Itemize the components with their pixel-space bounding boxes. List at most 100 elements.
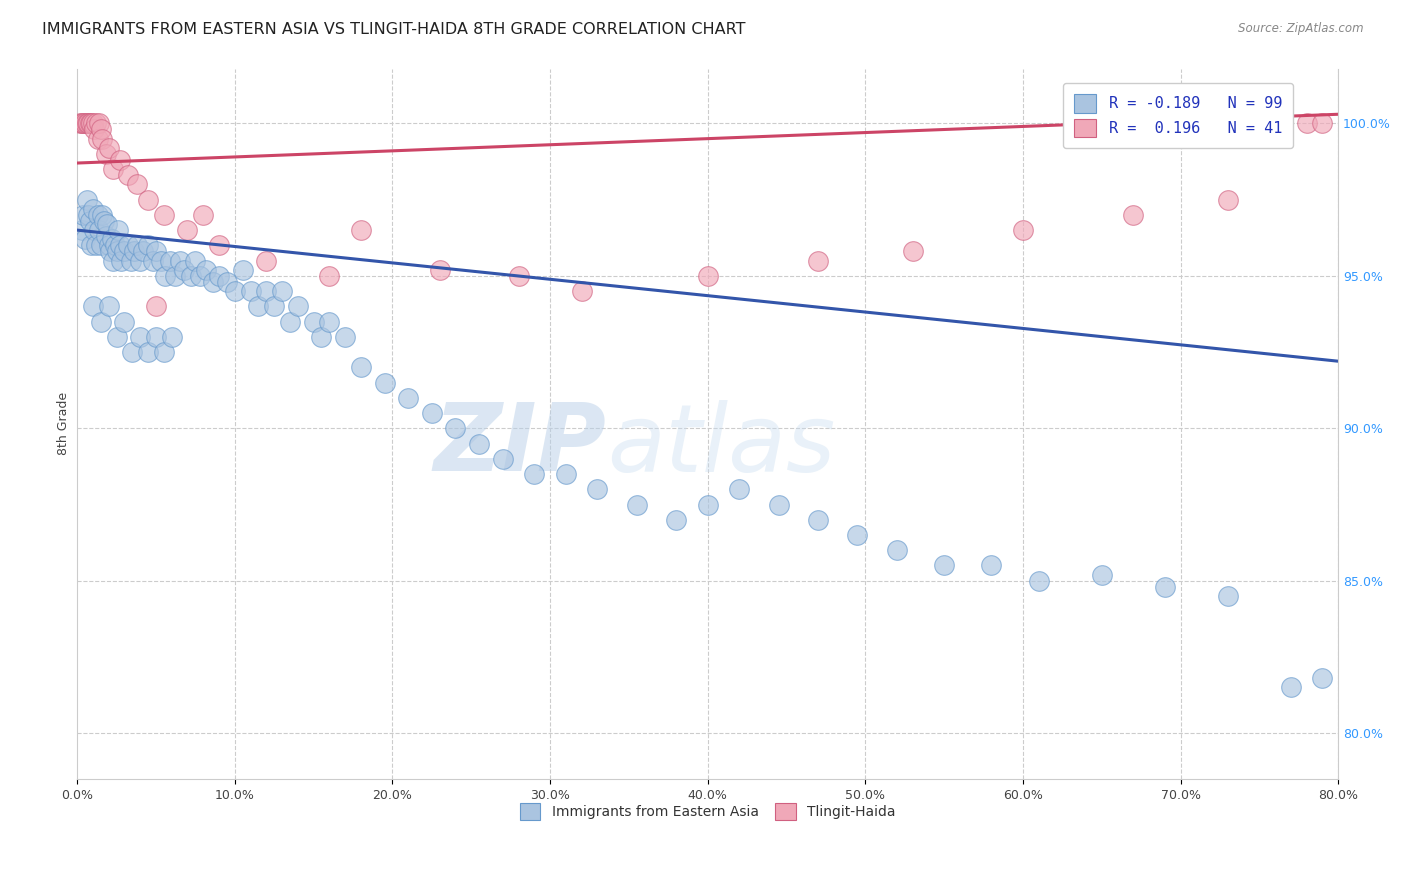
Point bbox=[89, 223, 111, 237]
Point bbox=[184, 253, 207, 268]
Point bbox=[80, 238, 103, 252]
Point bbox=[90, 238, 112, 252]
Point bbox=[153, 345, 176, 359]
Point bbox=[96, 217, 118, 231]
Point bbox=[318, 315, 340, 329]
Point bbox=[626, 498, 648, 512]
Point bbox=[79, 214, 101, 228]
Point bbox=[554, 467, 576, 481]
Point bbox=[136, 238, 159, 252]
Point bbox=[232, 262, 254, 277]
Point bbox=[193, 208, 215, 222]
Point bbox=[468, 436, 491, 450]
Point bbox=[1091, 567, 1114, 582]
Point bbox=[263, 299, 285, 313]
Point bbox=[1012, 223, 1035, 237]
Legend: Immigrants from Eastern Asia, Tlingit-Haida: Immigrants from Eastern Asia, Tlingit-Ha… bbox=[515, 797, 901, 825]
Point bbox=[103, 253, 125, 268]
Point bbox=[142, 253, 165, 268]
Point bbox=[1216, 589, 1239, 603]
Point bbox=[208, 268, 231, 283]
Point bbox=[117, 168, 139, 182]
Point bbox=[72, 116, 94, 130]
Point bbox=[195, 262, 218, 277]
Point bbox=[70, 223, 93, 237]
Point bbox=[70, 116, 93, 130]
Point bbox=[77, 116, 100, 130]
Point bbox=[83, 122, 105, 136]
Point bbox=[72, 208, 94, 222]
Point bbox=[82, 299, 104, 313]
Point bbox=[350, 360, 373, 375]
Point bbox=[90, 315, 112, 329]
Point bbox=[1122, 208, 1144, 222]
Point bbox=[159, 253, 181, 268]
Point bbox=[188, 268, 211, 283]
Point bbox=[79, 116, 101, 130]
Point bbox=[93, 214, 115, 228]
Point bbox=[247, 299, 270, 313]
Point bbox=[1312, 116, 1334, 130]
Point bbox=[108, 238, 131, 252]
Point bbox=[91, 131, 114, 145]
Point bbox=[110, 253, 132, 268]
Point bbox=[86, 131, 108, 145]
Point bbox=[129, 253, 152, 268]
Point bbox=[86, 208, 108, 222]
Point bbox=[254, 253, 277, 268]
Point bbox=[89, 116, 111, 130]
Point bbox=[173, 262, 195, 277]
Point bbox=[1216, 193, 1239, 207]
Point bbox=[239, 284, 262, 298]
Point bbox=[103, 162, 125, 177]
Point bbox=[163, 268, 186, 283]
Point bbox=[318, 268, 340, 283]
Point bbox=[112, 315, 135, 329]
Point bbox=[224, 284, 246, 298]
Point bbox=[420, 406, 443, 420]
Point bbox=[1312, 671, 1334, 685]
Point bbox=[807, 253, 830, 268]
Point bbox=[112, 244, 135, 259]
Point bbox=[571, 284, 593, 298]
Point bbox=[1295, 116, 1317, 130]
Point bbox=[696, 268, 718, 283]
Point bbox=[97, 299, 120, 313]
Point bbox=[132, 244, 155, 259]
Text: atlas: atlas bbox=[607, 400, 835, 491]
Point bbox=[254, 284, 277, 298]
Point bbox=[136, 193, 159, 207]
Point bbox=[586, 483, 609, 497]
Point bbox=[77, 208, 100, 222]
Point bbox=[508, 268, 530, 283]
Point bbox=[215, 275, 238, 289]
Point bbox=[101, 232, 124, 246]
Point bbox=[90, 122, 112, 136]
Point bbox=[105, 330, 128, 344]
Point bbox=[84, 238, 107, 252]
Point bbox=[98, 244, 121, 259]
Point bbox=[180, 268, 202, 283]
Point bbox=[768, 498, 790, 512]
Point bbox=[278, 315, 301, 329]
Point bbox=[155, 268, 177, 283]
Point bbox=[176, 223, 198, 237]
Point bbox=[145, 299, 167, 313]
Point bbox=[886, 543, 908, 558]
Point bbox=[80, 116, 103, 130]
Point bbox=[333, 330, 356, 344]
Point bbox=[807, 513, 830, 527]
Point bbox=[145, 244, 167, 259]
Point bbox=[108, 153, 131, 167]
Text: IMMIGRANTS FROM EASTERN ASIA VS TLINGIT-HAIDA 8TH GRADE CORRELATION CHART: IMMIGRANTS FROM EASTERN ASIA VS TLINGIT-… bbox=[42, 22, 745, 37]
Point bbox=[271, 284, 294, 298]
Point bbox=[201, 275, 224, 289]
Point bbox=[91, 208, 114, 222]
Point bbox=[169, 253, 191, 268]
Point bbox=[696, 498, 718, 512]
Point bbox=[83, 223, 105, 237]
Point bbox=[136, 345, 159, 359]
Point bbox=[97, 238, 120, 252]
Point bbox=[94, 147, 117, 161]
Point bbox=[84, 116, 107, 130]
